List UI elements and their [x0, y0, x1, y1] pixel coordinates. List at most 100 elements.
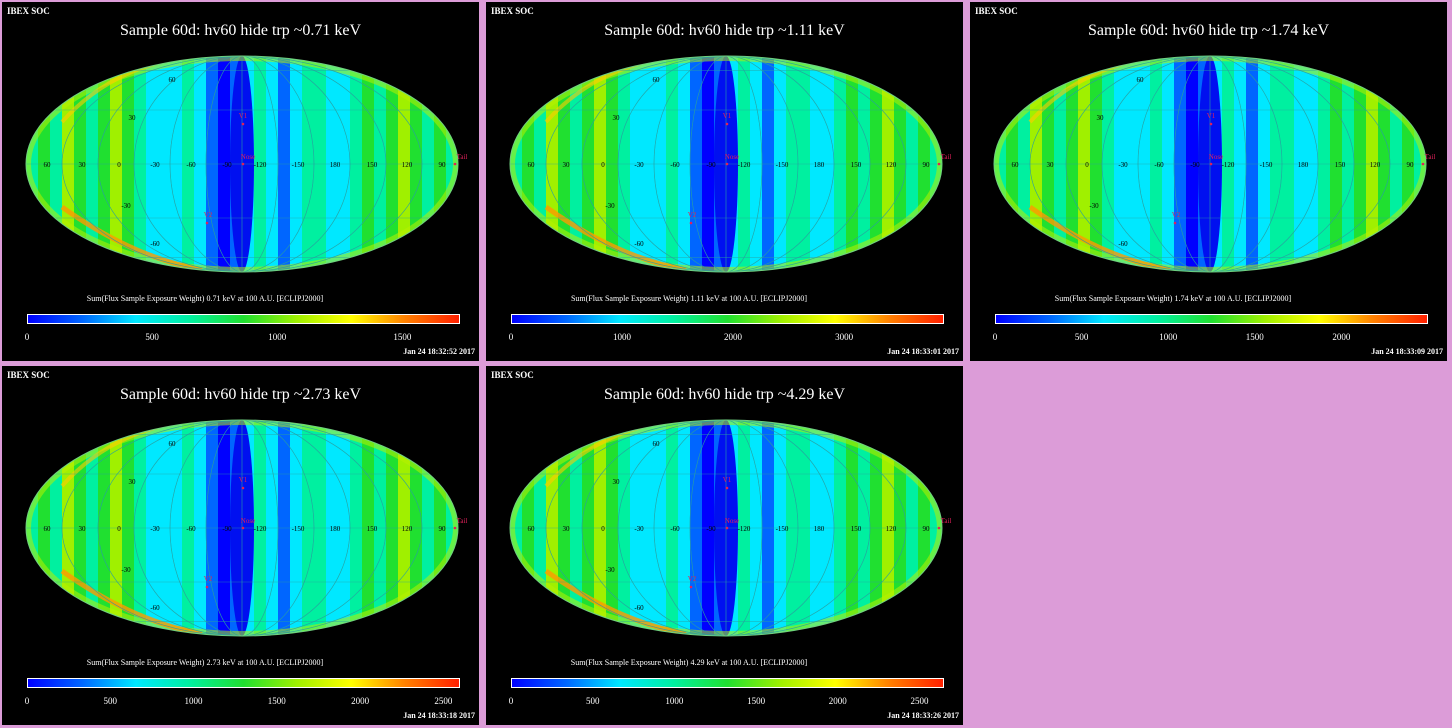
- latitude-label: -60: [1118, 240, 1128, 248]
- colorbar-tick-label: 2000: [1332, 332, 1351, 342]
- skymap-panel: 60 30 0 -30 -60 -90 -120 -150 180 150 120 90 60 30 -30…: [486, 2, 963, 361]
- longitude-label: -120: [254, 161, 267, 169]
- longitude-label: 0: [601, 161, 605, 169]
- marker-dot: [453, 162, 457, 166]
- marker-label-tail: Tail: [457, 153, 468, 161]
- marker-dot: [241, 162, 245, 166]
- longitude-label: -90: [706, 161, 716, 169]
- mollweide-skymap: 60 30 0 -30 -60 -90 -120 -150 180 150 120 90 60 30 -30…: [509, 55, 951, 273]
- timestamp: Jan 24 18:33:01 2017: [887, 347, 959, 356]
- colorbar: [27, 678, 460, 688]
- longitude-label: -90: [222, 161, 232, 169]
- colorbar: [27, 314, 460, 324]
- mollweide-skymap: 60 30 0 -30 -60 -90 -120 -150 180 150 120 90 60 30 -30…: [25, 55, 468, 273]
- marker-dot: [1421, 162, 1425, 166]
- marker-dot: [453, 526, 457, 530]
- soc-header: IBEX SOC: [491, 370, 534, 380]
- marker-dot: [241, 486, 245, 490]
- latitude-label: -30: [1089, 202, 1099, 210]
- soc-header: IBEX SOC: [7, 370, 50, 380]
- longitude-label: 60: [44, 525, 52, 533]
- latitude-label: 30: [613, 478, 621, 486]
- marker-label-v1: V1: [239, 112, 248, 120]
- marker-label-nose: Nose: [725, 517, 739, 525]
- colorbar-tick-label: 1500: [747, 696, 766, 706]
- longitude-label: -150: [1260, 161, 1273, 169]
- colorbar-ticks: 0 500 1000 1500 2000: [992, 332, 1428, 344]
- colorbar-caption: Sum(Flux Sample Exposure Weight) 1.74 ke…: [1054, 294, 1292, 303]
- marker-label-v2: V2: [204, 211, 213, 219]
- longitude-label: -150: [776, 525, 789, 533]
- latitude-label: 30: [129, 114, 137, 122]
- marker-dot: [937, 526, 941, 530]
- skymap-panel: 60 30 0 -30 -60 -90 -120 -150 180 150 120 90 60 30 -30…: [2, 2, 479, 361]
- longitude-label: -30: [150, 161, 160, 169]
- colorbar-tick-label: 1000: [1159, 332, 1178, 342]
- longitude-label: -60: [670, 161, 680, 169]
- longitude-label: 120: [1370, 161, 1381, 169]
- latitude-label: 30: [1097, 114, 1105, 122]
- colorbar-tick-label: 0: [508, 696, 514, 706]
- latitude-label: 60: [169, 76, 177, 84]
- marker-label-v1: V1: [723, 476, 732, 484]
- mollweide-skymap: 60 30 0 -30 -60 -90 -120 -150 180 150 120 90 60 30 -30…: [25, 419, 468, 637]
- longitude-label: 150: [367, 161, 378, 169]
- colorbar-tick-label: 2000: [828, 696, 847, 706]
- colorbar: [511, 314, 944, 324]
- marker-dot: [1173, 221, 1177, 225]
- marker-label-nose: Nose: [241, 153, 255, 161]
- marker-dot: [725, 122, 729, 126]
- latitude-label: 60: [653, 76, 661, 84]
- colorbar-ticks: 0 1000 2000 3000: [508, 332, 944, 344]
- longitude-label: -120: [254, 525, 267, 533]
- timestamp: Jan 24 18:33:09 2017: [1371, 347, 1443, 356]
- longitude-label: 180: [1298, 161, 1309, 169]
- latitude-label: -60: [634, 240, 644, 248]
- marker-dot: [725, 526, 729, 530]
- longitude-label: -120: [1222, 161, 1235, 169]
- longitude-label: 90: [923, 161, 931, 169]
- colorbar-ticks: 0 500 1000 1500 2000 2500: [25, 696, 460, 708]
- latitude-label: 60: [653, 440, 661, 448]
- marker-label-v2: V2: [688, 211, 697, 219]
- longitude-label: 0: [601, 525, 605, 533]
- longitude-label: 90: [439, 525, 447, 533]
- longitude-label: 120: [886, 525, 897, 533]
- timestamp: Jan 24 18:32:52 2017: [403, 347, 475, 356]
- marker-label-tail: Tail: [941, 517, 952, 525]
- longitude-label: -60: [1154, 161, 1164, 169]
- colorbar: [995, 314, 1428, 324]
- colorbar-tick-label: 0: [508, 332, 514, 342]
- colorbar-caption: Sum(Flux Sample Exposure Weight) 1.11 ke…: [570, 294, 808, 303]
- latitude-label: -30: [605, 566, 615, 574]
- marker-dot: [241, 526, 245, 530]
- longitude-label: 0: [1085, 161, 1089, 169]
- colorbar-tick-label: 1500: [267, 696, 286, 706]
- colorbar-tick-label: 0: [992, 332, 998, 342]
- longitude-label: -30: [634, 161, 644, 169]
- longitude-label: 30: [563, 161, 571, 169]
- marker-label-tail: Tail: [457, 517, 468, 525]
- latitude-label: -60: [634, 604, 644, 612]
- longitude-label: 150: [1335, 161, 1346, 169]
- longitude-label: 90: [923, 525, 931, 533]
- marker-label-nose: Nose: [725, 153, 739, 161]
- marker-label-v2: V2: [688, 575, 697, 583]
- colorbar-tick-label: 1000: [613, 332, 632, 342]
- marker-label-v1: V1: [239, 476, 248, 484]
- mollweide-skymap: 60 30 0 -30 -60 -90 -120 -150 180 150 120 90 60 30 -30…: [993, 55, 1435, 273]
- latitude-label: 30: [129, 478, 137, 486]
- marker-dot: [205, 221, 209, 225]
- colorbar-tick-label: 1500: [393, 332, 412, 342]
- soc-header: IBEX SOC: [491, 6, 534, 16]
- panel-title: Sample 60d: hv60 hide trp ~0.71 keV: [119, 22, 362, 39]
- colorbar-tick-label: 2000: [724, 332, 743, 342]
- longitude-label: -90: [222, 525, 232, 533]
- colorbar-tick-label: 0: [24, 332, 30, 342]
- marker-dot: [1209, 162, 1213, 166]
- longitude-label: 120: [886, 161, 897, 169]
- panel-title: Sample 60d: hv60 hide trp ~4.29 keV: [603, 386, 846, 403]
- colorbar-tick-label: 500: [585, 696, 600, 706]
- longitude-label: 90: [439, 161, 447, 169]
- timestamp: Jan 24 18:33:18 2017: [403, 711, 475, 720]
